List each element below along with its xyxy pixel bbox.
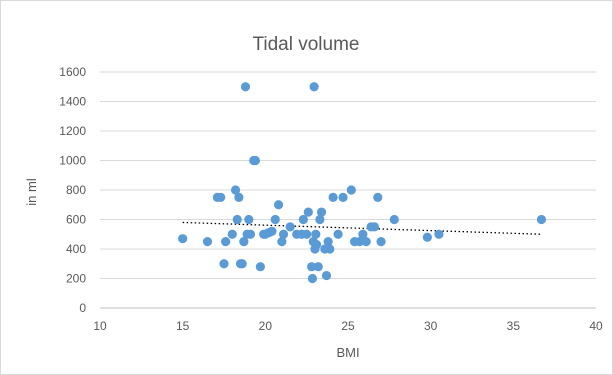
- data-point: [311, 229, 321, 239]
- data-point: [307, 262, 317, 272]
- data-point: [338, 192, 348, 202]
- data-point: [273, 200, 284, 210]
- y-tick-label: 400: [66, 242, 86, 256]
- data-point: [422, 232, 432, 242]
- y-tick-label: 200: [66, 272, 86, 286]
- data-point: [239, 237, 249, 247]
- data-point: [216, 192, 226, 202]
- x-axis-title: BMI: [336, 345, 359, 360]
- y-axis-ticks: 0 200 400 600 800 1000 1200 1400 1600: [59, 65, 86, 315]
- data-point: [325, 244, 335, 254]
- data-point: [232, 214, 242, 225]
- data-point: [255, 262, 265, 272]
- data-point: [361, 237, 371, 247]
- y-tick-label: 1000: [59, 154, 86, 168]
- data-point: [321, 270, 332, 281]
- data-point: [202, 237, 213, 247]
- data-point: [333, 229, 343, 239]
- data-point: [316, 207, 327, 217]
- data-point: [434, 229, 444, 239]
- x-tick-label: 10: [93, 319, 107, 333]
- data-point: [245, 229, 256, 239]
- data-point: [313, 262, 323, 272]
- data-point: [389, 214, 399, 225]
- data-point: [302, 229, 312, 239]
- data-point: [267, 226, 277, 236]
- data-points: [178, 82, 547, 284]
- data-point: [234, 192, 244, 202]
- data-point: [178, 234, 188, 244]
- data-point: [311, 239, 322, 250]
- data-point: [315, 214, 325, 225]
- data-point: [346, 185, 356, 195]
- data-point: [536, 214, 547, 225]
- y-tick-label: 1600: [59, 65, 86, 79]
- data-point: [309, 82, 319, 92]
- y-tick-label: 1200: [59, 124, 86, 138]
- data-point: [285, 222, 295, 232]
- data-point: [227, 229, 237, 239]
- chart-title: Tidal volume: [252, 34, 359, 55]
- data-point: [303, 207, 313, 217]
- data-point: [277, 237, 287, 247]
- x-tick-label: 35: [507, 319, 521, 333]
- data-point: [376, 237, 386, 247]
- x-tick-label: 40: [589, 319, 603, 333]
- x-tick-label: 15: [176, 319, 190, 333]
- data-point: [278, 229, 289, 239]
- x-tick-label: 30: [424, 319, 438, 333]
- y-tick-label: 600: [66, 213, 86, 227]
- gridlines: [100, 71, 596, 309]
- data-point: [358, 229, 368, 239]
- data-point: [307, 273, 318, 284]
- data-point: [244, 214, 254, 225]
- data-point: [270, 214, 280, 225]
- data-point: [298, 214, 308, 225]
- y-tick-label: 1400: [59, 95, 86, 109]
- data-point: [250, 155, 261, 166]
- data-point: [230, 185, 241, 195]
- data-point: [328, 192, 338, 202]
- x-tick-label: 25: [341, 319, 355, 333]
- y-axis-title: in ml: [24, 178, 39, 206]
- data-point: [323, 237, 333, 247]
- data-point: [369, 222, 380, 232]
- y-tick-label: 800: [66, 183, 86, 197]
- data-point: [240, 82, 251, 92]
- data-point: [354, 237, 365, 247]
- data-point: [219, 259, 229, 269]
- x-tick-label: 20: [259, 319, 273, 333]
- x-axis-ticks: 10 15 20 25 30 35 40: [93, 319, 603, 333]
- data-point: [237, 259, 247, 269]
- data-point: [373, 192, 383, 202]
- y-tick-label: 0: [79, 301, 86, 315]
- data-point: [221, 237, 231, 247]
